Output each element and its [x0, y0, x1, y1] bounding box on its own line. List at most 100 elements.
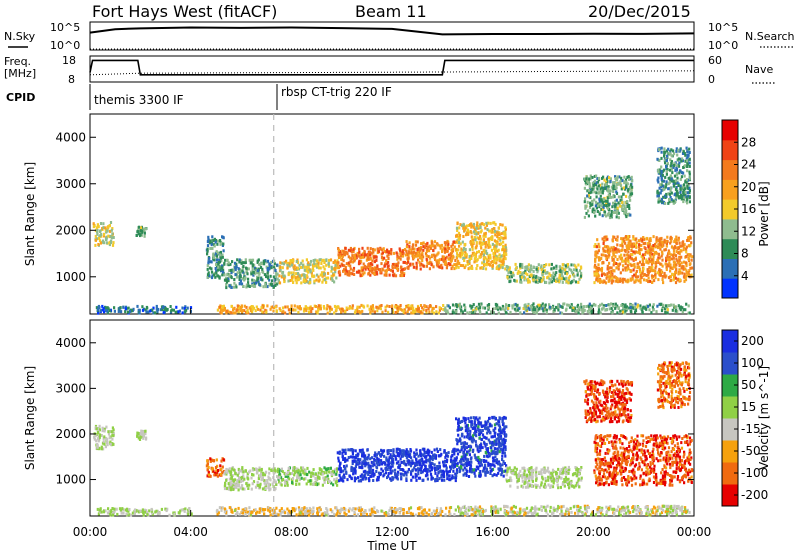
- power-cell: [645, 260, 648, 264]
- power-cell: [213, 271, 216, 275]
- power-cell: [681, 310, 684, 314]
- power-cell: [503, 250, 506, 254]
- power-cell: [287, 272, 290, 276]
- velocity-cell: [232, 487, 235, 491]
- power-cell: [99, 241, 103, 245]
- power-cell: [612, 201, 615, 205]
- power-cell: [621, 277, 624, 281]
- velocity-cell: [235, 486, 238, 490]
- power-cell: [112, 236, 115, 239]
- velocity-cell: [256, 483, 259, 487]
- power-cell: [322, 278, 325, 282]
- power-cell: [453, 267, 456, 271]
- power-cell: [508, 280, 511, 284]
- power-cell: [639, 274, 642, 278]
- power-cell: [631, 275, 634, 278]
- power-cell: [587, 194, 590, 197]
- power-cell: [257, 307, 260, 311]
- velocity-cell: [434, 454, 437, 458]
- velocity-cell: [287, 475, 290, 479]
- power-cell: [679, 308, 682, 312]
- power-cell: [685, 274, 688, 278]
- power-cell: [277, 279, 280, 283]
- power-cell: [412, 265, 415, 269]
- power-cell: [222, 304, 225, 308]
- power-cell: [614, 175, 617, 179]
- power-cell: [661, 252, 664, 256]
- power-cell: [628, 187, 632, 191]
- velocity-cell: [424, 455, 427, 459]
- power-cell: [484, 251, 487, 255]
- power-cell: [317, 306, 320, 310]
- power-cell: [670, 198, 673, 202]
- velocity-cell: [206, 468, 209, 472]
- power-cell: [321, 280, 324, 284]
- velocity-cell: [361, 463, 364, 467]
- velocity-cell: [401, 454, 404, 458]
- velocity-cell: [446, 472, 449, 476]
- power-cell: [605, 214, 608, 218]
- power-cell: [672, 273, 675, 277]
- power-cell: [259, 266, 263, 269]
- power-cell: [624, 178, 628, 182]
- velocity-cell: [213, 473, 216, 477]
- power-cell: [396, 257, 399, 261]
- power-cell: [627, 237, 630, 241]
- power-cell: [301, 265, 304, 269]
- power-cell: [389, 268, 393, 272]
- power-cell: [482, 234, 485, 238]
- power-cell: [665, 240, 668, 244]
- power-cell: [588, 177, 591, 181]
- power-cell: [591, 304, 594, 308]
- velocity-cell: [212, 459, 216, 463]
- power-cell: [492, 255, 495, 259]
- velocity-cell: [237, 471, 240, 475]
- cpid-segment-0: themis 3300 IF: [94, 93, 184, 107]
- power-cell: [97, 225, 100, 229]
- power-cell: [207, 259, 210, 263]
- power-cell: [670, 154, 673, 158]
- power-cell: [247, 284, 250, 288]
- power-cell: [664, 185, 667, 189]
- power-cell: [633, 258, 636, 261]
- power-cell: [407, 259, 410, 262]
- power-cell: [586, 179, 589, 183]
- power-cell: [622, 264, 625, 268]
- power-cell: [513, 278, 516, 282]
- power-cell: [304, 305, 307, 309]
- power-cell: [422, 308, 425, 312]
- power-cell: [236, 271, 239, 275]
- power-cell: [329, 308, 332, 311]
- velocity-cell: [241, 487, 244, 491]
- power-cell: [595, 253, 598, 257]
- power-cell: [215, 263, 218, 266]
- power-cell: [345, 306, 348, 310]
- power-cell: [445, 266, 448, 270]
- power-cell: [614, 199, 617, 203]
- power-cell: [455, 248, 458, 251]
- power-cell: [332, 261, 335, 264]
- power-cell: [532, 278, 535, 282]
- power-cell: [526, 305, 530, 308]
- power-cell: [559, 270, 562, 274]
- power-cell: [107, 225, 110, 228]
- power-cell: [612, 258, 615, 261]
- power-cell: [407, 307, 410, 311]
- power-cell: [111, 243, 115, 247]
- velocity-cell: [434, 468, 437, 472]
- power-cell: [306, 280, 309, 284]
- power-cell: [225, 311, 228, 315]
- power-cell: [660, 150, 663, 154]
- power-cell: [675, 235, 678, 239]
- power-cell: [597, 176, 601, 180]
- power-cell: [666, 254, 669, 258]
- power-cell: [386, 250, 389, 254]
- power-cell: [647, 273, 650, 277]
- power-cell: [611, 239, 614, 243]
- power-cell: [678, 268, 681, 272]
- power-cell: [353, 311, 357, 315]
- power-cell: [395, 266, 399, 270]
- power-cell: [105, 237, 108, 241]
- power-cell: [690, 241, 693, 245]
- power-cell: [661, 179, 664, 183]
